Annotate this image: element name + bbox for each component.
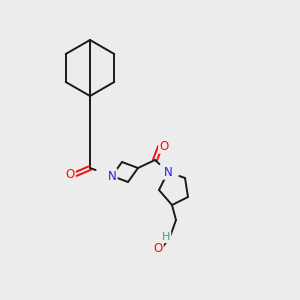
Text: N: N — [108, 169, 116, 182]
Text: O: O — [159, 140, 169, 152]
Text: N: N — [164, 166, 172, 178]
Text: O: O — [153, 242, 163, 254]
Text: O: O — [65, 167, 75, 181]
Text: H: H — [162, 232, 170, 242]
